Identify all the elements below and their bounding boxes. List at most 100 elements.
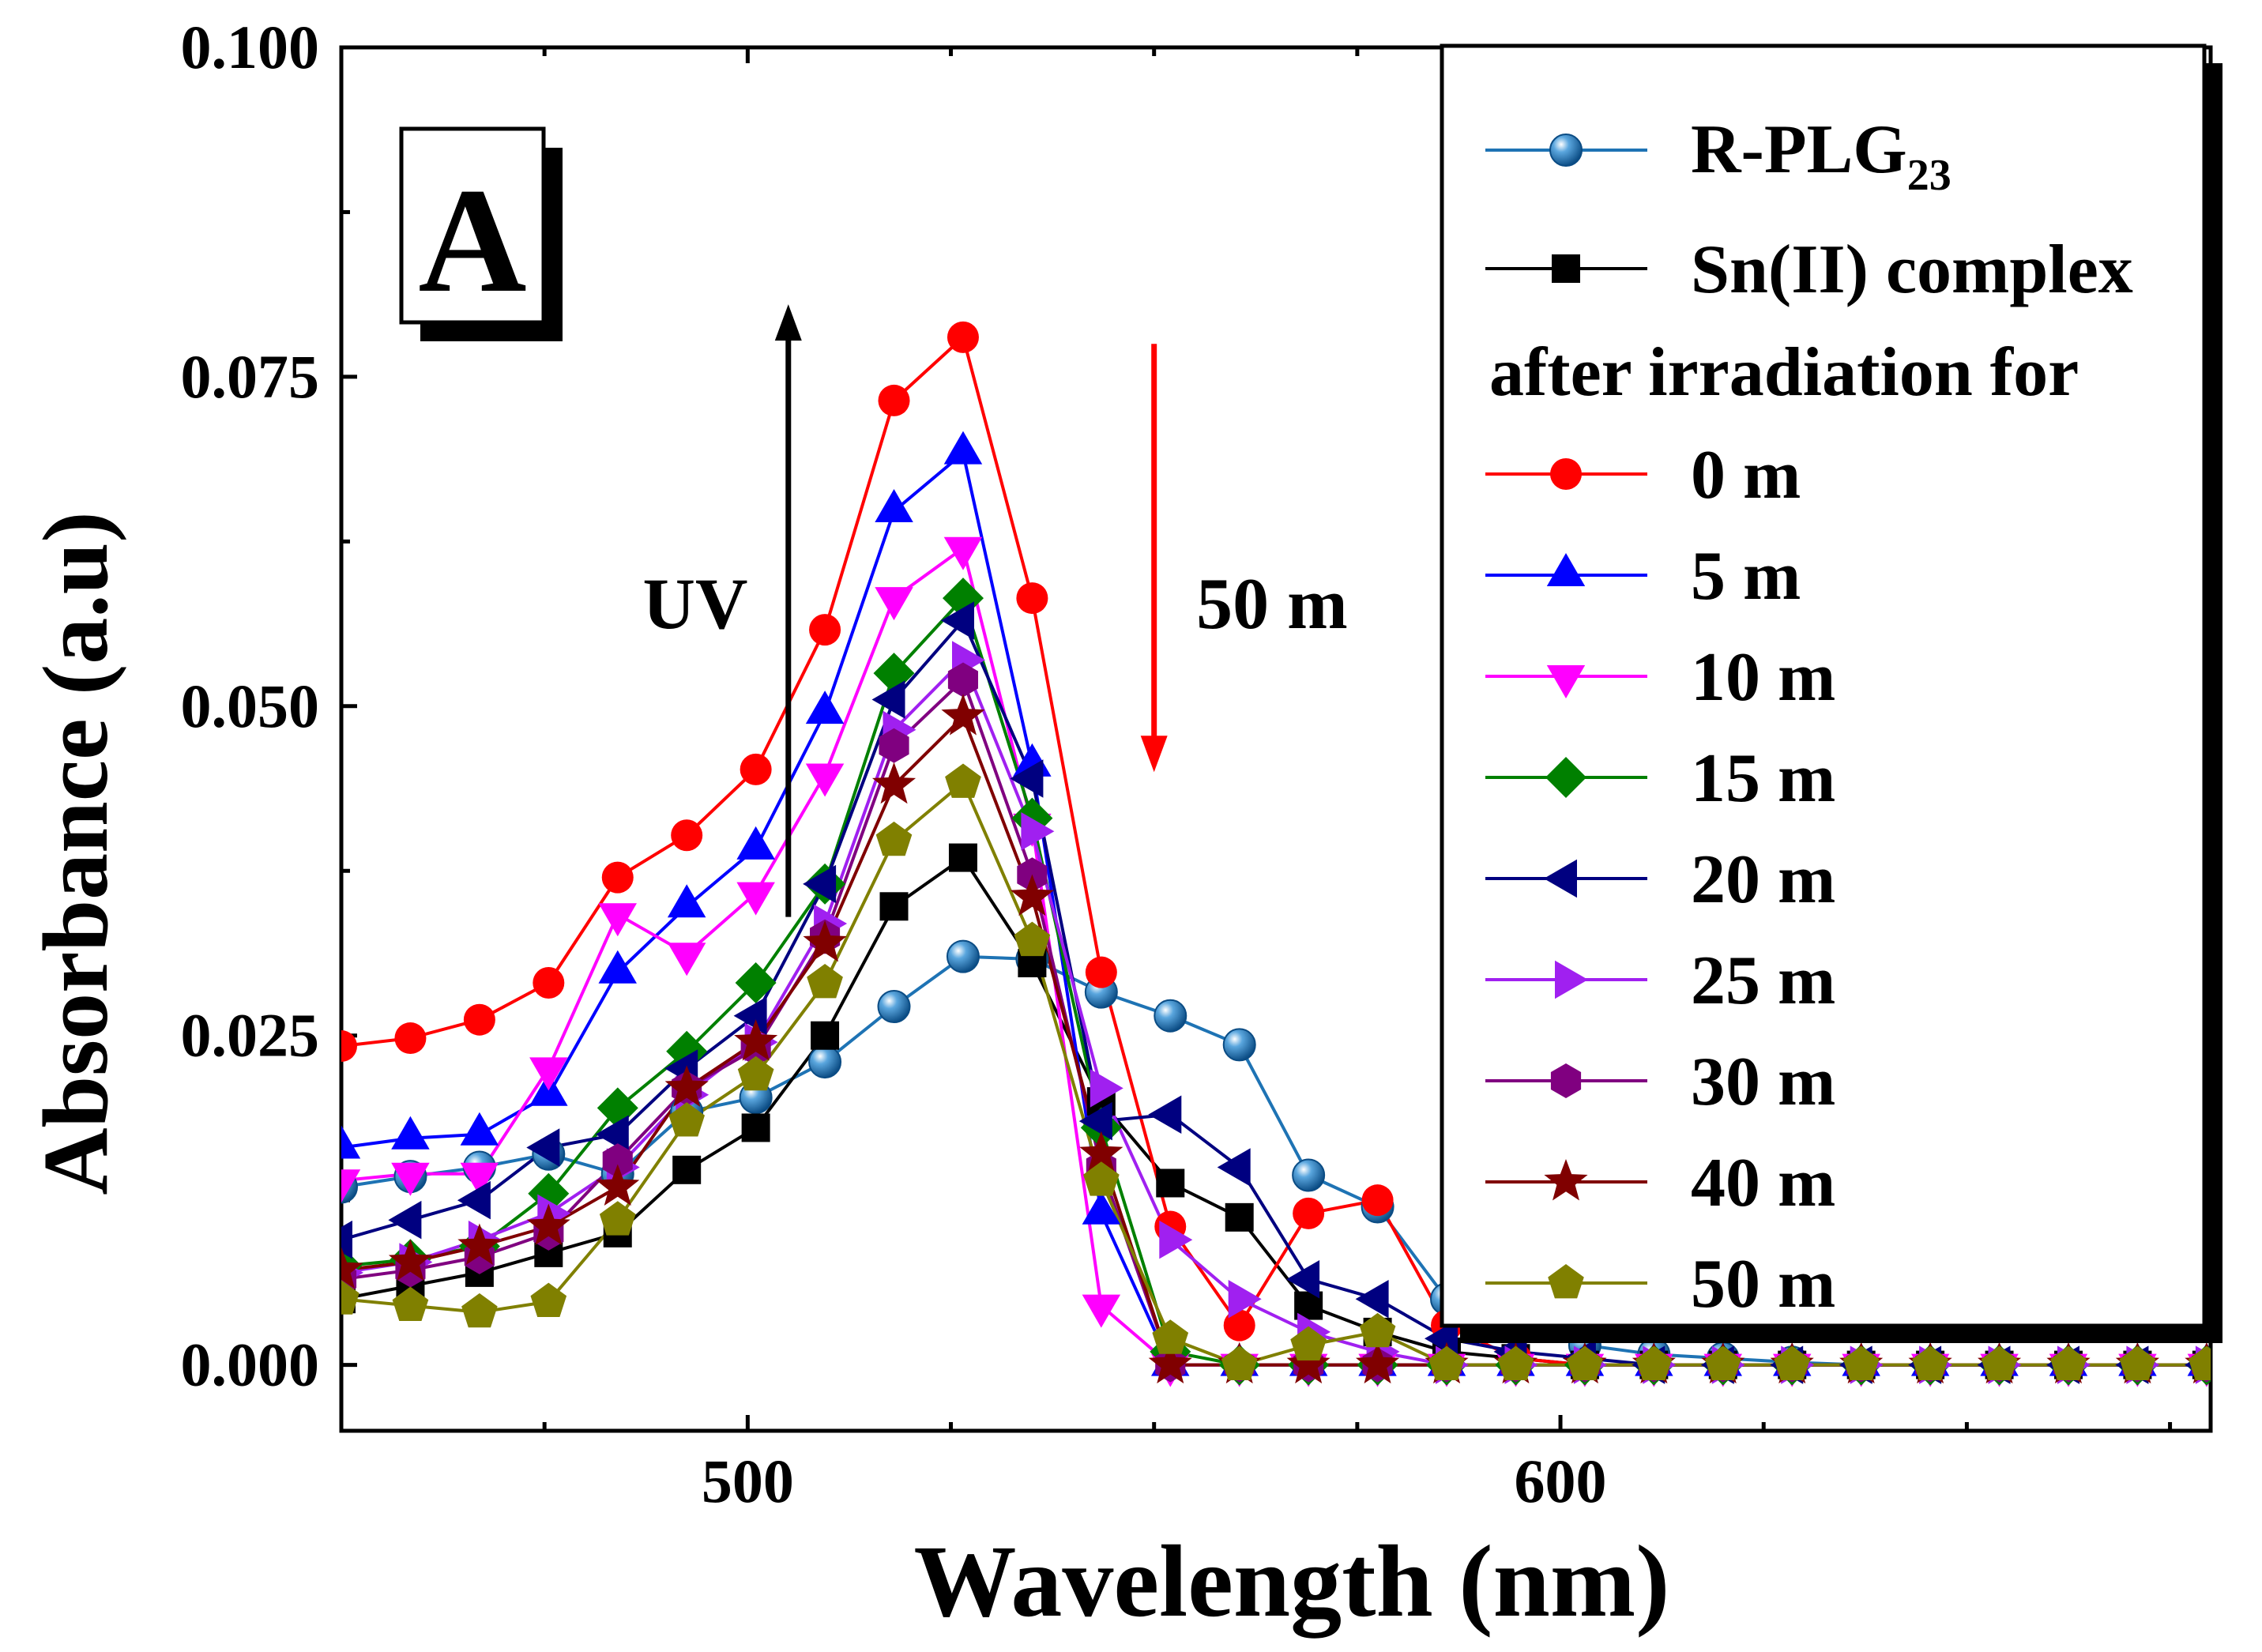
series-line	[341, 781, 2207, 1367]
data-point	[941, 601, 974, 640]
data-point	[1082, 1191, 1121, 1225]
data-point	[2119, 1345, 2156, 1380]
legend-entry: 30 m	[1485, 1044, 1835, 1120]
data-point	[878, 384, 910, 416]
legend-marker	[1546, 665, 1586, 698]
data-point	[1156, 1168, 1185, 1198]
data-point	[947, 662, 978, 698]
data-point	[341, 1247, 363, 1289]
data-point	[526, 1128, 560, 1167]
data-point	[871, 762, 916, 804]
data-point	[1228, 1280, 1262, 1319]
uv-label: UV	[643, 563, 748, 644]
data-point	[1286, 1260, 1320, 1299]
data-point	[1148, 1342, 1192, 1384]
data-point	[733, 996, 767, 1035]
legend-label: 40 m	[1691, 1145, 1835, 1221]
data-point	[1290, 1326, 1327, 1360]
data-point	[737, 1056, 774, 1091]
data-point	[1083, 1161, 1120, 1196]
series-markers-10	[341, 763, 2211, 1380]
data-point	[941, 694, 985, 736]
data-point	[875, 821, 913, 856]
data-point	[805, 763, 845, 797]
data-point	[1567, 1345, 1603, 1380]
data-point	[388, 1200, 422, 1240]
data-point	[1154, 999, 1187, 1033]
legend-entry: 50 m	[1485, 1246, 1835, 1323]
data-point	[529, 1057, 568, 1091]
data-point	[1222, 1028, 1256, 1062]
data-point	[736, 882, 775, 916]
data-point	[1705, 1345, 1741, 1380]
legend-label: Sn(II) complex	[1691, 231, 2133, 308]
legend-label: 50 m	[1691, 1246, 1835, 1323]
data-point	[668, 1102, 705, 1137]
data-point	[1842, 1345, 1880, 1380]
legend-marker	[1546, 553, 1586, 586]
data-point	[1292, 1158, 1326, 1192]
data-point	[948, 843, 977, 872]
y-tick-label: 0.000	[181, 1330, 320, 1399]
x-axis-title: Wavelength (nm)	[914, 1525, 1670, 1639]
data-point	[736, 826, 775, 860]
data-point	[1223, 1309, 1255, 1342]
data-point	[341, 1125, 361, 1159]
legend-marker	[1550, 1063, 1582, 1098]
data-point	[394, 1022, 427, 1055]
data-point	[1225, 1202, 1254, 1232]
y-axis-title: Absorbance (a.u)	[24, 511, 127, 1195]
data-point	[879, 892, 909, 921]
data-point	[463, 1003, 495, 1036]
data-point	[1159, 1220, 1193, 1259]
data-point	[1148, 1095, 1182, 1134]
data-point	[741, 1113, 770, 1142]
panel-label-box	[399, 126, 546, 325]
data-point	[671, 819, 703, 852]
panel-label-text: A	[418, 158, 526, 324]
panel-label: A	[399, 126, 563, 341]
data-point	[1359, 1312, 1396, 1348]
data-point	[341, 1280, 359, 1315]
data-point	[391, 1162, 430, 1196]
data-point	[461, 1293, 498, 1328]
data-point	[2189, 1345, 2211, 1380]
data-point	[875, 587, 913, 621]
legend-marker	[1544, 859, 1577, 898]
data-point	[341, 1030, 357, 1063]
data-point	[807, 964, 843, 999]
data-point	[596, 1164, 640, 1206]
x-tick-label: 600	[1515, 1447, 1607, 1515]
data-point	[598, 950, 637, 984]
data-point	[1078, 1101, 1112, 1141]
data-point	[595, 1115, 629, 1153]
data-point	[457, 1223, 502, 1265]
data-point	[391, 1116, 430, 1150]
data-point	[947, 321, 979, 353]
data-point	[392, 1286, 429, 1321]
data-point	[341, 1220, 352, 1259]
data-point	[805, 691, 845, 724]
legend-entry: 40 m	[1485, 1145, 1835, 1221]
data-point	[740, 753, 772, 785]
legend-entry: 15 m	[1485, 740, 1835, 817]
data-point	[875, 489, 913, 522]
legend-marker	[1550, 458, 1582, 490]
legend-entry-sn-complex: Sn(II) complex	[1485, 231, 2133, 308]
y-tick-label: 0.100	[181, 13, 320, 81]
data-point	[667, 884, 706, 918]
data-point	[1361, 1184, 1394, 1217]
data-point	[1090, 1069, 1123, 1108]
data-point	[809, 614, 841, 646]
data-point	[533, 967, 565, 999]
data-point	[735, 962, 777, 1003]
data-point	[1497, 1345, 1534, 1380]
data-point	[1217, 1148, 1251, 1187]
decrease-label: 50 m	[1196, 563, 1348, 644]
y-tick-label: 0.075	[181, 342, 320, 411]
uv-arrow-head	[774, 304, 802, 341]
data-point	[1356, 1342, 1400, 1384]
legend-label: 20 m	[1691, 841, 1835, 918]
